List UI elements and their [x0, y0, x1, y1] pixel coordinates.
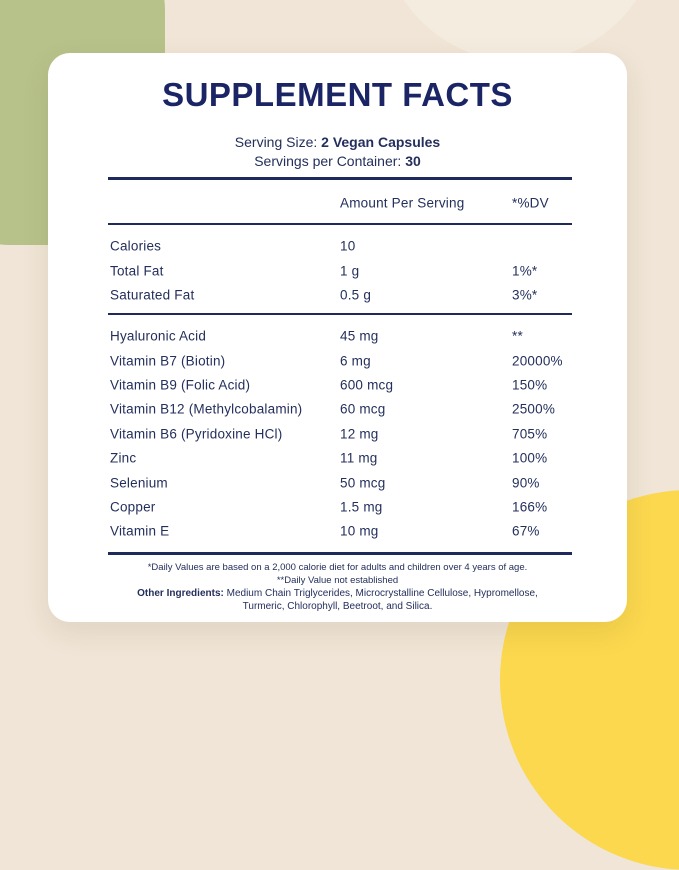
- row-amount: 45 mg: [340, 328, 379, 344]
- serving-size-label: Serving Size:: [234, 134, 322, 150]
- table-bottom-rule: [108, 552, 572, 555]
- row-label: Total Fat: [110, 263, 164, 279]
- table-row: Hyaluronic Acid 45 mg **: [108, 324, 572, 348]
- row-dv: 20000%: [512, 353, 563, 369]
- row-amount: 6 mg: [340, 353, 371, 369]
- row-dv: **: [512, 328, 523, 344]
- table-row: Vitamin E 10 mg 67%: [108, 519, 572, 543]
- column-header-dv: *%DV: [512, 195, 549, 211]
- serving-size-line: Serving Size: 2 Vegan Capsules: [48, 133, 627, 152]
- row-amount: 1.5 mg: [340, 499, 383, 515]
- row-label: Vitamin B7 (Biotin): [110, 353, 226, 369]
- table-row: Zinc 11 mg 100%: [108, 446, 572, 470]
- column-header-row: Amount Per Serving *%DV: [108, 191, 572, 215]
- table-row: Total Fat 1 g 1%*: [108, 259, 572, 284]
- table-row: Calories 10: [108, 234, 572, 259]
- row-label: Vitamin B12 (Methylcobalamin): [110, 401, 303, 417]
- header-divider-rule: [108, 223, 572, 225]
- row-label: Copper: [110, 499, 156, 515]
- other-ingredients-text: Medium Chain Triglycerides, Microcrystal…: [223, 588, 538, 612]
- servings-per-container-value: 30: [405, 152, 421, 169]
- table-row: Copper 1.5 mg 166%: [108, 495, 572, 519]
- row-amount: 600 mcg: [340, 377, 394, 393]
- row-label: Selenium: [110, 475, 168, 491]
- table-row: Saturated Fat 0.5 g 3%*: [108, 283, 572, 308]
- row-amount: 50 mcg: [340, 475, 386, 491]
- row-dv: 100%: [512, 450, 548, 466]
- other-ingredients-label: Other Ingredients:: [137, 588, 224, 599]
- row-amount: 1 g: [340, 263, 360, 279]
- row-label: Calories: [110, 238, 162, 254]
- row-dv: 166%: [512, 499, 548, 515]
- row-amount: 11 mg: [340, 450, 378, 466]
- row-dv: 2500%: [512, 401, 556, 417]
- footnote-daily-values: *Daily Values are based on a 2,000 calor…: [147, 562, 528, 573]
- row-dv: 1%*: [512, 263, 538, 279]
- column-header-amount: Amount Per Serving: [340, 195, 465, 211]
- table-row: Vitamin B12 (Methylcobalamin) 60 mcg 2500%: [108, 397, 572, 421]
- row-amount: 10: [340, 238, 356, 254]
- row-amount: 10 mg: [340, 523, 379, 539]
- table-section-actives: Hyaluronic Acid 45 mg ** Vitamin B7 (Biotin…: [108, 324, 572, 544]
- supplement-facts-card: SUPPLEMENT FACTS Serving Size: 2 Vegan C…: [48, 53, 627, 622]
- row-label: Vitamin E: [110, 523, 170, 539]
- row-amount: 12 mg: [340, 426, 379, 442]
- row-dv: 150%: [512, 377, 548, 393]
- footnote-dv-not-established: **Daily Value not established: [276, 575, 399, 586]
- row-dv: 3%*: [512, 287, 538, 303]
- servings-per-container-line: Servings per Container: 30: [48, 152, 627, 171]
- section-divider-rule: [108, 313, 572, 315]
- row-label: Hyaluronic Acid: [110, 328, 207, 344]
- row-label: Saturated Fat: [110, 287, 195, 303]
- row-dv: 67%: [512, 523, 540, 539]
- row-dv: 90%: [512, 475, 540, 491]
- row-amount: 60 mcg: [340, 401, 386, 417]
- servings-per-container-label: Servings per Container:: [254, 152, 406, 169]
- row-dv: 705%: [512, 426, 548, 442]
- serving-info: Serving Size: 2 Vegan Capsules Servings …: [48, 133, 627, 170]
- other-ingredients: Other Ingredients: Medium Chain Triglyce…: [118, 587, 558, 613]
- serving-size-value: 2 Vegan Capsules: [321, 134, 441, 150]
- row-amount: 0.5 g: [340, 287, 372, 303]
- row-label: Vitamin B9 (Folic Acid): [110, 377, 251, 393]
- supplement-facts-title: SUPPLEMENT FACTS: [162, 76, 513, 113]
- table-top-rule: [108, 177, 572, 180]
- table-row: Vitamin B7 (Biotin) 6 mg 20000%: [108, 348, 572, 372]
- row-label: Vitamin B6 (Pyridoxine HCl): [110, 426, 283, 442]
- table-row: Vitamin B6 (Pyridoxine HCl) 12 mg 705%: [108, 422, 572, 446]
- row-label: Zinc: [110, 450, 137, 466]
- table-row: Vitamin B9 (Folic Acid) 600 mcg 150%: [108, 373, 572, 397]
- table-section-macros: Calories 10 Total Fat 1 g 1%* Saturated Fat 0.…: [108, 234, 572, 308]
- table-row: Selenium 50 mcg 90%: [108, 470, 572, 494]
